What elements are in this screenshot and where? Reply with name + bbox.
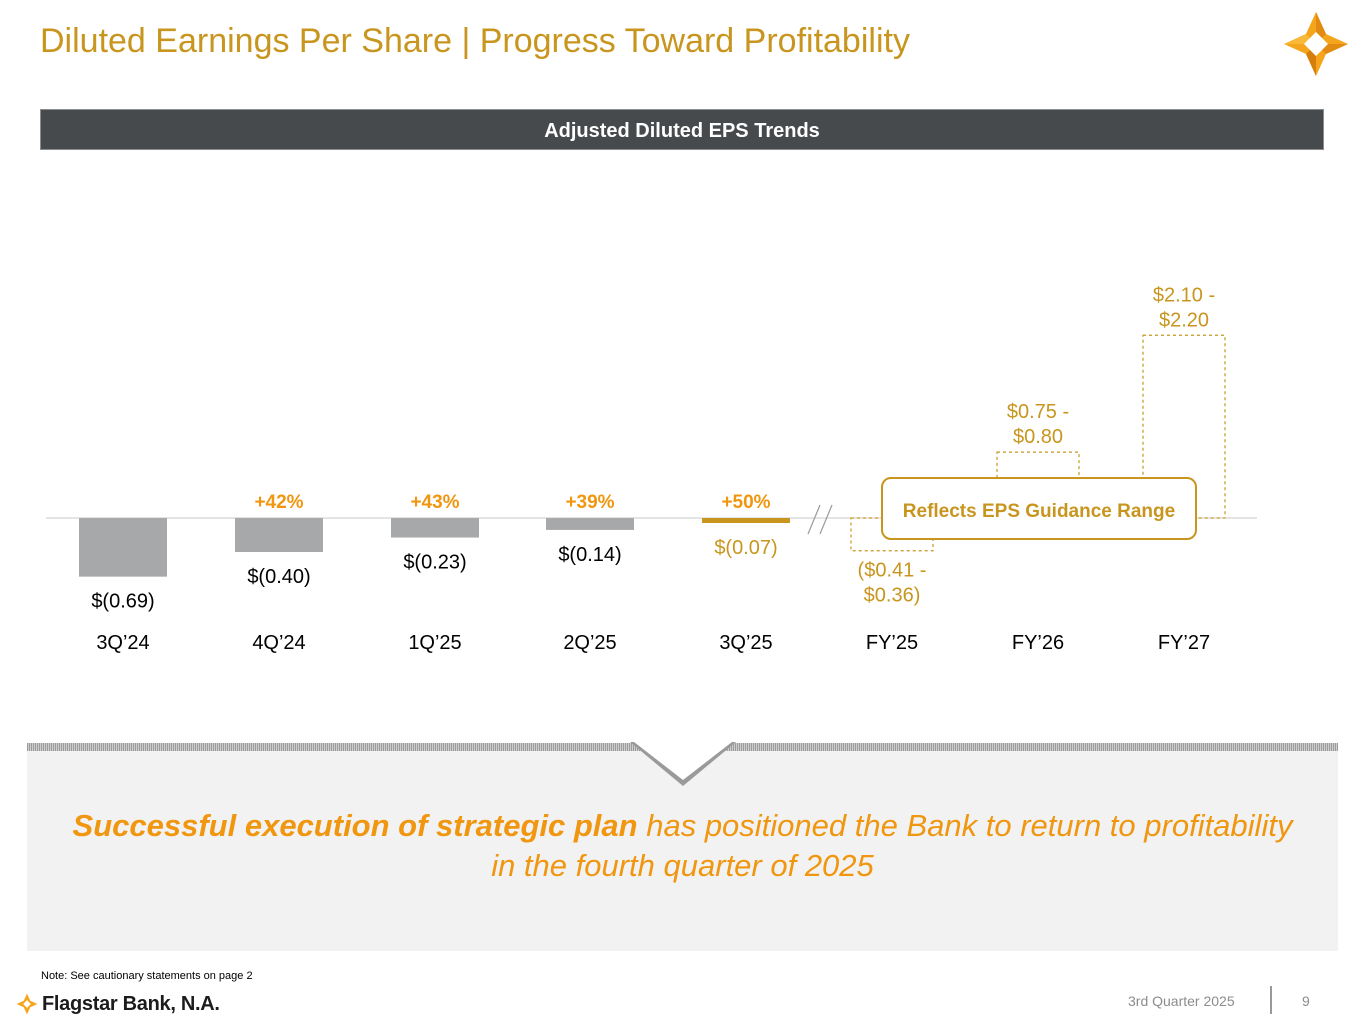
footer-divider [1270,986,1272,1014]
bar-2 [391,518,479,538]
footer-star-icon [16,993,38,1015]
bar-value-label: $(0.69) [91,591,154,613]
x-tick-label: 3Q’25 [719,632,772,654]
takeaway-emphasis: Successful execution of strategic plan [72,808,638,843]
flagstar-star-logo-icon [1284,12,1348,76]
footnote: Note: See cautionary statements on page … [41,970,253,982]
x-tick-label: 1Q’25 [408,632,461,654]
bar-1 [235,518,323,552]
chart-banner: Adjusted Diluted EPS Trends [40,109,1324,150]
axis-break-mark [819,504,833,535]
axis-break-mark [807,504,821,535]
x-tick-label: FY’25 [866,632,918,654]
bar-0 [79,518,167,577]
guidance-label: $2.10 - [1153,284,1215,306]
guidance-label: $0.80 [1013,426,1063,448]
bar-4 [702,518,790,523]
footer-brand: Flagstar Bank, N.A. [16,990,220,1018]
company-name: Flagstar Bank, N.A. [42,992,220,1015]
takeaway-rest: has positioned the Bank to return to pro… [491,808,1293,883]
report-period: 3rd Quarter 2025 [1128,993,1235,1009]
guidance-label: $0.75 - [1007,401,1069,423]
bar-value-label: $(0.07) [714,537,777,559]
guidance-callout-box [881,477,1197,540]
x-tick-label: 2Q’25 [563,632,616,654]
bar-value-label: $(0.40) [247,566,310,588]
x-tick-label: 3Q’24 [96,632,149,654]
guidance-label: $2.20 [1159,309,1209,331]
guidance-callout-text: Reflects EPS Guidance Range [903,501,1175,522]
bar-change-label: +50% [721,492,770,513]
bar-value-label: $(0.14) [558,544,621,566]
slide-title: Diluted Earnings Per Share | Progress To… [40,22,910,60]
bar-3 [546,518,634,530]
guidance-label: $0.36) [864,585,921,607]
bar-value-label: $(0.23) [403,552,466,574]
x-tick-label: FY’26 [1012,632,1064,654]
guidance-bar-2 [1142,334,1226,519]
bar-change-label: +39% [565,492,614,513]
takeaway-text: Successful execution of strategic plan h… [60,806,1305,886]
guidance-label: ($0.41 - [858,560,927,582]
x-tick-label: 4Q’24 [252,632,305,654]
bar-change-label: +42% [254,492,303,513]
x-tick-label: FY’27 [1158,632,1210,654]
panel-notch-shape [630,742,736,786]
bar-change-label: +43% [410,492,459,513]
page-number: 9 [1302,993,1310,1009]
eps-chart: $(0.69) 3Q’24 $(0.40) +42% 4Q’24 $(0.23) +43% 1… [46,284,1257,654]
